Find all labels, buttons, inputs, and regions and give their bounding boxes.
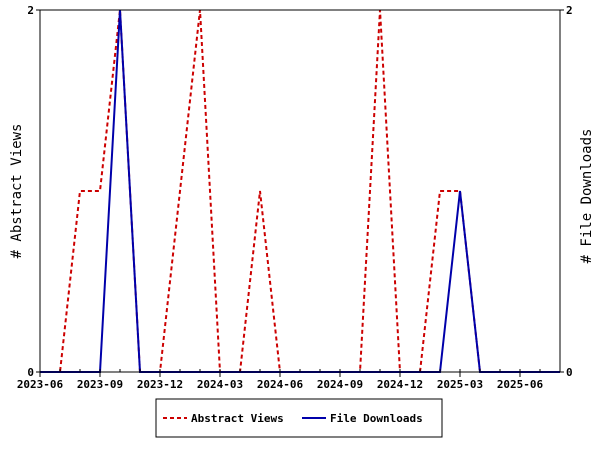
legend-label-abstract-views: Abstract Views [191, 412, 284, 425]
legend-box [155, 398, 443, 438]
axis-layer: 2023-06 2023-09 2023-12 2024-03 2024-06 2024-… [17, 4, 573, 391]
x-tick-label: 2024-03 [197, 378, 243, 391]
x-tick-label: 2023-09 [77, 378, 123, 391]
y-axis-title-left: # Abstract Views [9, 124, 25, 259]
legend: Abstract Views File Downloads [155, 398, 443, 438]
x-tick-label: 2023-12 [137, 378, 183, 391]
y-left-tick-label: 2 [27, 4, 34, 17]
y-right-tick-label: 2 [566, 4, 573, 17]
x-tick-label: 2024-06 [257, 378, 304, 391]
y-axis-title-right: # File Downloads [579, 129, 595, 264]
x-tick-label: 2025-03 [437, 378, 483, 391]
x-tick-label: 2024-09 [317, 378, 363, 391]
x-tick-label: 2024-12 [377, 378, 423, 391]
legend-label-file-downloads: File Downloads [330, 412, 423, 425]
x-tick-label: 2025-06 [497, 378, 544, 391]
y-right-tick-label: 0 [566, 366, 573, 379]
x-tick-label: 2023-06 [17, 378, 64, 391]
y-left-tick-label: 0 [27, 366, 34, 379]
